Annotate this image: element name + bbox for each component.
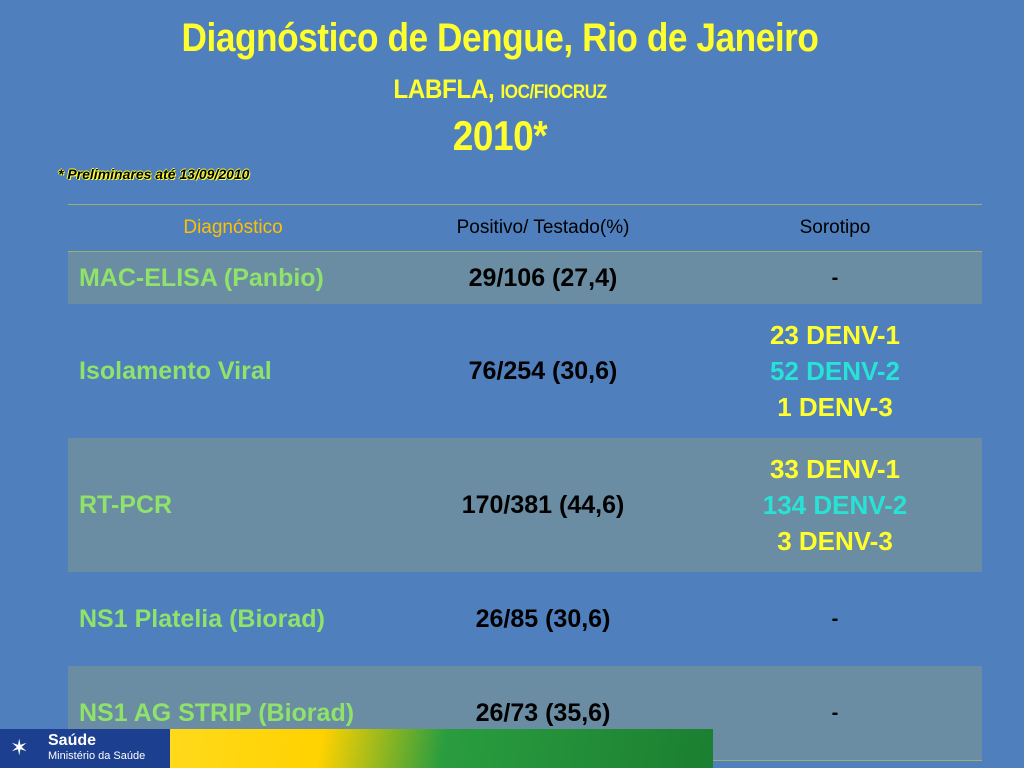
- table-row: NS1 Platelia (Biorad) 26/85 (30,6) -: [68, 572, 982, 666]
- page-year: 2010*: [452, 112, 548, 159]
- header-positivo: Positivo/ Testado(%): [398, 204, 688, 252]
- row-diagnostico: NS1 Platelia (Biorad): [79, 604, 325, 633]
- serotype-denv2: 52 DENV-2: [769, 356, 901, 386]
- serotype-denv1: 33 DENV-1: [769, 454, 901, 484]
- footer-subtitle: Ministério da Saúde: [48, 750, 146, 762]
- serotype-denv3: 1 DENV-3: [777, 392, 893, 422]
- serotype-denv2: 134 DENV-2: [762, 490, 908, 520]
- row-sorotipo: -: [688, 251, 982, 304]
- subtitle-main: LABFLA,: [393, 74, 495, 104]
- serotype-denv1: 23 DENV-1: [769, 320, 901, 350]
- table-row: Isolamento Viral 76/254 (30,6) 23 DENV-1…: [68, 304, 982, 438]
- footer-banner: ✶ Saúde Ministério da Saúde: [0, 729, 713, 768]
- star-icon: ✶: [10, 735, 29, 760]
- footer-brand: Saúde: [48, 732, 97, 749]
- header-sorotipo: Sorotipo: [688, 204, 982, 252]
- row-positivo: 170/381 (44,6): [398, 438, 688, 572]
- row-diagnostico: MAC-ELISA (Panbio): [68, 251, 398, 304]
- row-sorotipo: -: [831, 607, 839, 630]
- table-row: RT-PCR 170/381 (44,6) 33 DENV-1 134 DENV…: [68, 438, 982, 572]
- row-positivo: 76/254 (30,6): [468, 356, 618, 385]
- row-positivo: 26/85 (30,6): [475, 604, 611, 633]
- table-row: MAC-ELISA (Panbio) 29/106 (27,4) -: [68, 251, 982, 304]
- serotype-denv3: 3 DENV-3: [777, 526, 893, 556]
- row-diagnostico: RT-PCR: [68, 438, 398, 572]
- subtitle-small: IOC/FIOCRUZ: [500, 82, 607, 103]
- page-subtitle: LABFLA, IOC/FIOCRUZ: [50, 74, 950, 105]
- row-sorotipo: 23 DENV-1 52 DENV-2 1 DENV-3: [688, 304, 982, 438]
- row-sorotipo: 33 DENV-1 134 DENV-2 3 DENV-3: [688, 438, 982, 572]
- row-diagnostico: Isolamento Viral: [79, 356, 272, 385]
- table-header-row: Diagnóstico Positivo/ Testado(%) Sorotip…: [68, 204, 982, 252]
- page-title: Diagnóstico de Dengue, Rio de Janeiro: [181, 16, 819, 60]
- results-table: Diagnóstico Positivo/ Testado(%) Sorotip…: [68, 204, 982, 761]
- header-diagnostico: Diagnóstico: [68, 204, 398, 252]
- preliminary-note: * Preliminares até 13/09/2010: [58, 166, 250, 182]
- row-positivo: 29/106 (27,4): [398, 251, 688, 304]
- ministry-logo: ✶ Saúde Ministério da Saúde: [0, 729, 170, 768]
- row-sorotipo: -: [688, 666, 982, 761]
